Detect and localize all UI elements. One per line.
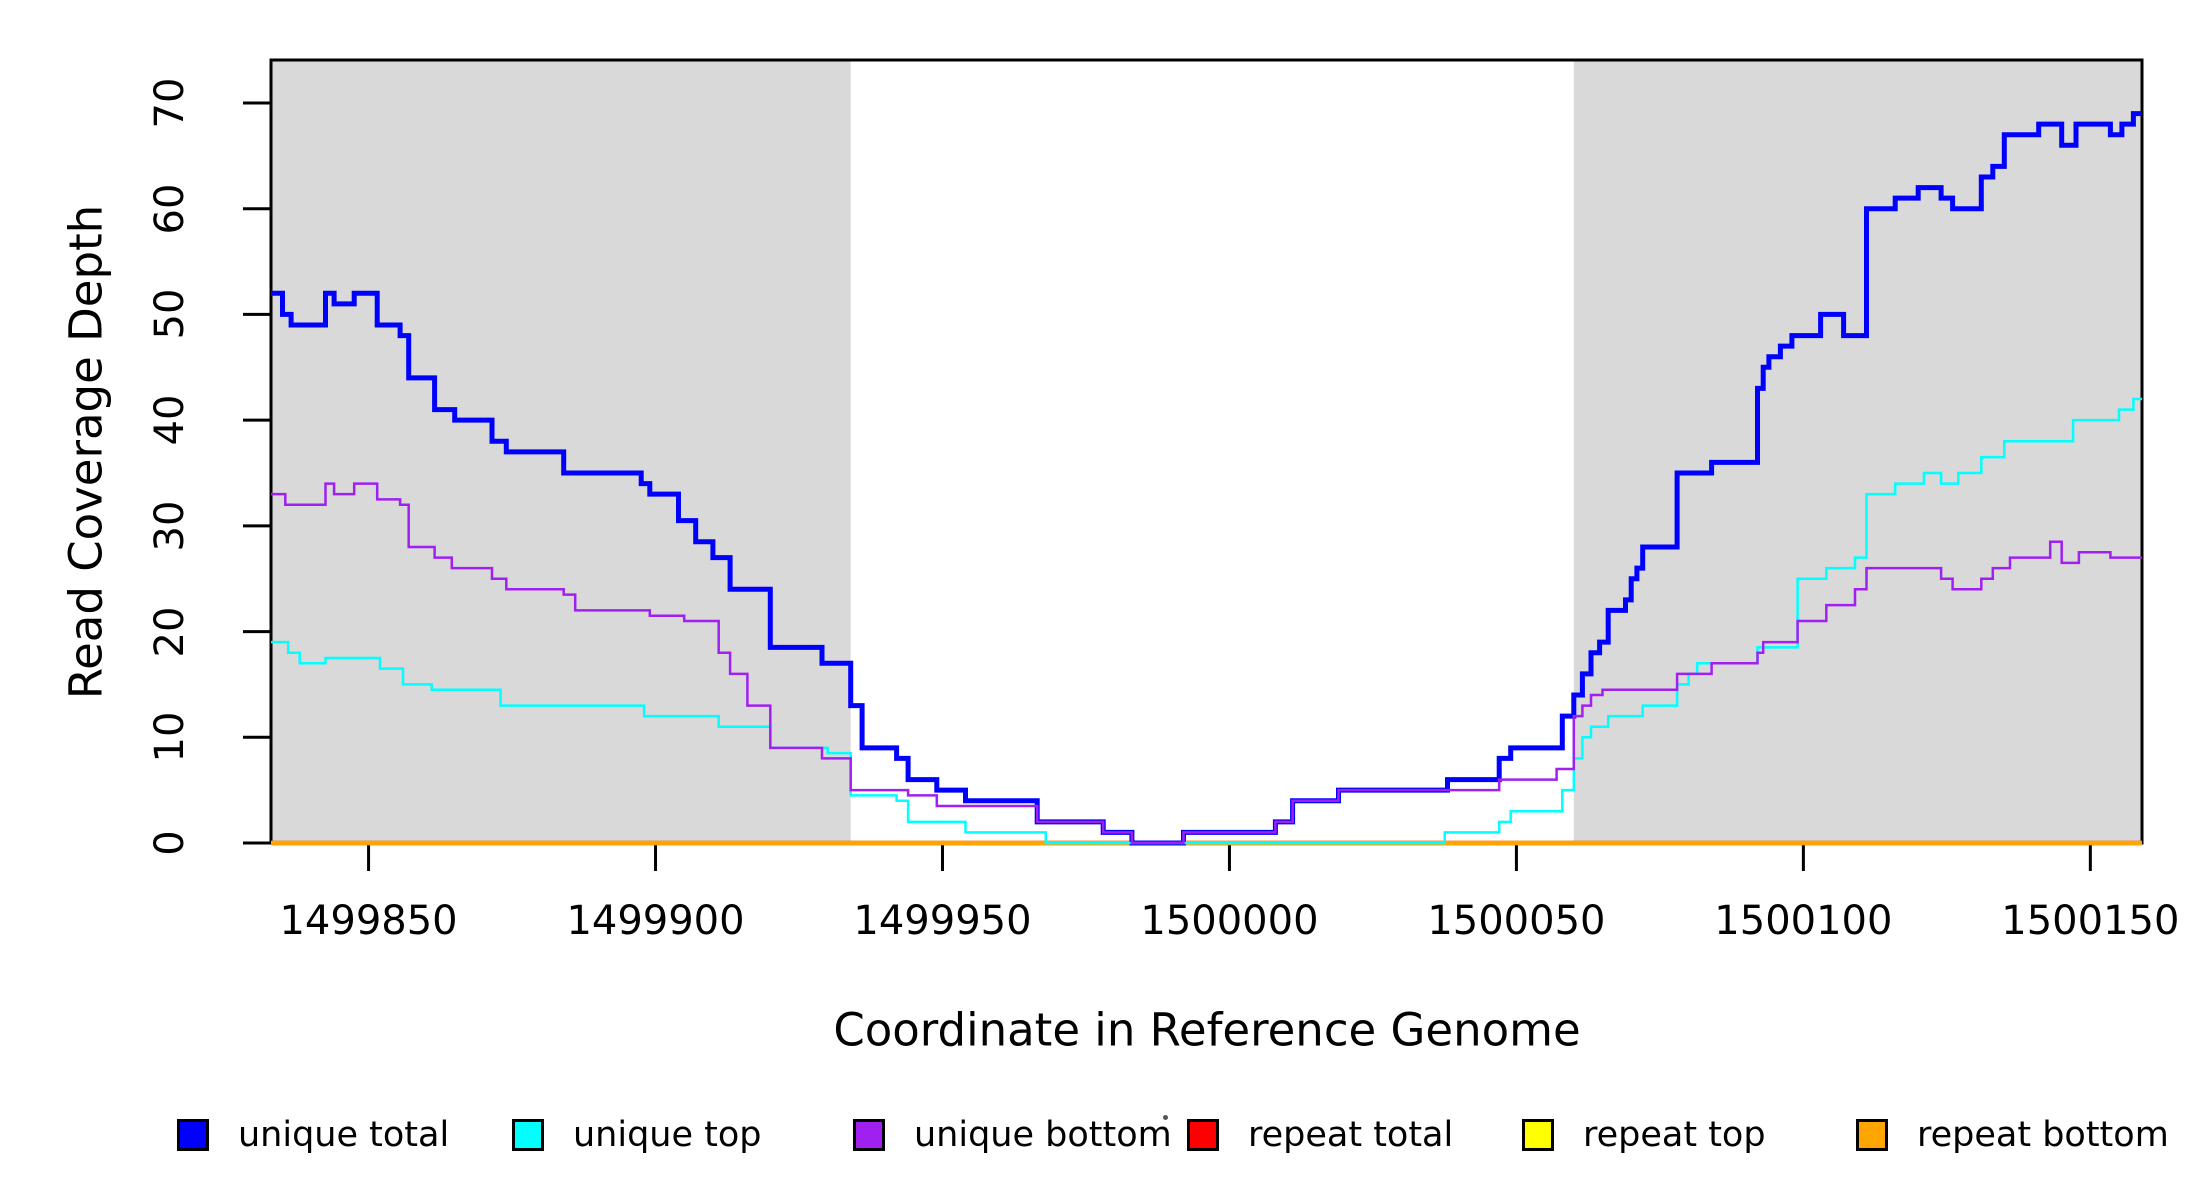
legend-item-unique-bottom: unique bottom — [853, 1115, 1172, 1155]
legend-label: repeat bottom — [1917, 1115, 2169, 1155]
legend-item-unique-total: unique total — [177, 1115, 450, 1155]
legend-item-unique-top: unique top — [512, 1115, 762, 1155]
y-tick-label: 10 — [147, 711, 193, 763]
x-tick-label: 1500100 — [1714, 898, 1893, 944]
legend-label: repeat top — [1583, 1115, 1766, 1155]
series-unique-bottom — [271, 482, 2142, 845]
y-tick-label: 70 — [147, 77, 193, 129]
x-tick-label: 1499900 — [566, 898, 745, 944]
series-unique-total — [271, 111, 2142, 846]
y-tick-label: 40 — [147, 394, 193, 446]
x-axis-title: Coordinate in Reference Genome — [833, 1003, 1581, 1057]
y-axis-title: Read Coverage Depth — [59, 204, 113, 700]
stray-mark — [1163, 1115, 1168, 1120]
y-tick-label: 20 — [147, 606, 193, 658]
legend-label: unique top — [573, 1115, 762, 1155]
legend: unique total unique top unique bottom re… — [0, 1118, 2200, 1162]
series-unique-top — [271, 397, 2142, 845]
unique-top-swatch — [512, 1119, 544, 1151]
x-tick-label: 1499950 — [853, 898, 1032, 944]
legend-label: unique total — [238, 1115, 450, 1155]
legend-item-repeat-top: repeat top — [1522, 1115, 1766, 1155]
y-tick-label: 60 — [147, 183, 193, 235]
legend-label: repeat total — [1248, 1115, 1454, 1155]
right-repeat-region-band — [1573, 60, 2142, 843]
repeat-bottom-swatch — [1856, 1119, 1888, 1151]
repeat-total-swatch — [1187, 1119, 1219, 1151]
unique-bottom-swatch — [853, 1119, 885, 1151]
legend-item-repeat-bottom: repeat bottom — [1856, 1115, 2169, 1155]
legend-item-repeat-total: repeat total — [1187, 1115, 1454, 1155]
y-tick-label: 50 — [147, 288, 193, 340]
x-tick-label: 1500150 — [2001, 898, 2180, 944]
repeat-top-swatch — [1522, 1119, 1554, 1151]
x-tick-label: 1499850 — [279, 898, 458, 944]
y-tick-label: 0 — [147, 830, 193, 856]
unique-total-swatch — [177, 1119, 209, 1151]
legend-label: unique bottom — [914, 1115, 1172, 1155]
y-tick-label: 30 — [147, 500, 193, 552]
x-tick-label: 1500050 — [1427, 898, 1606, 944]
x-tick-label: 1500000 — [1140, 898, 1319, 944]
